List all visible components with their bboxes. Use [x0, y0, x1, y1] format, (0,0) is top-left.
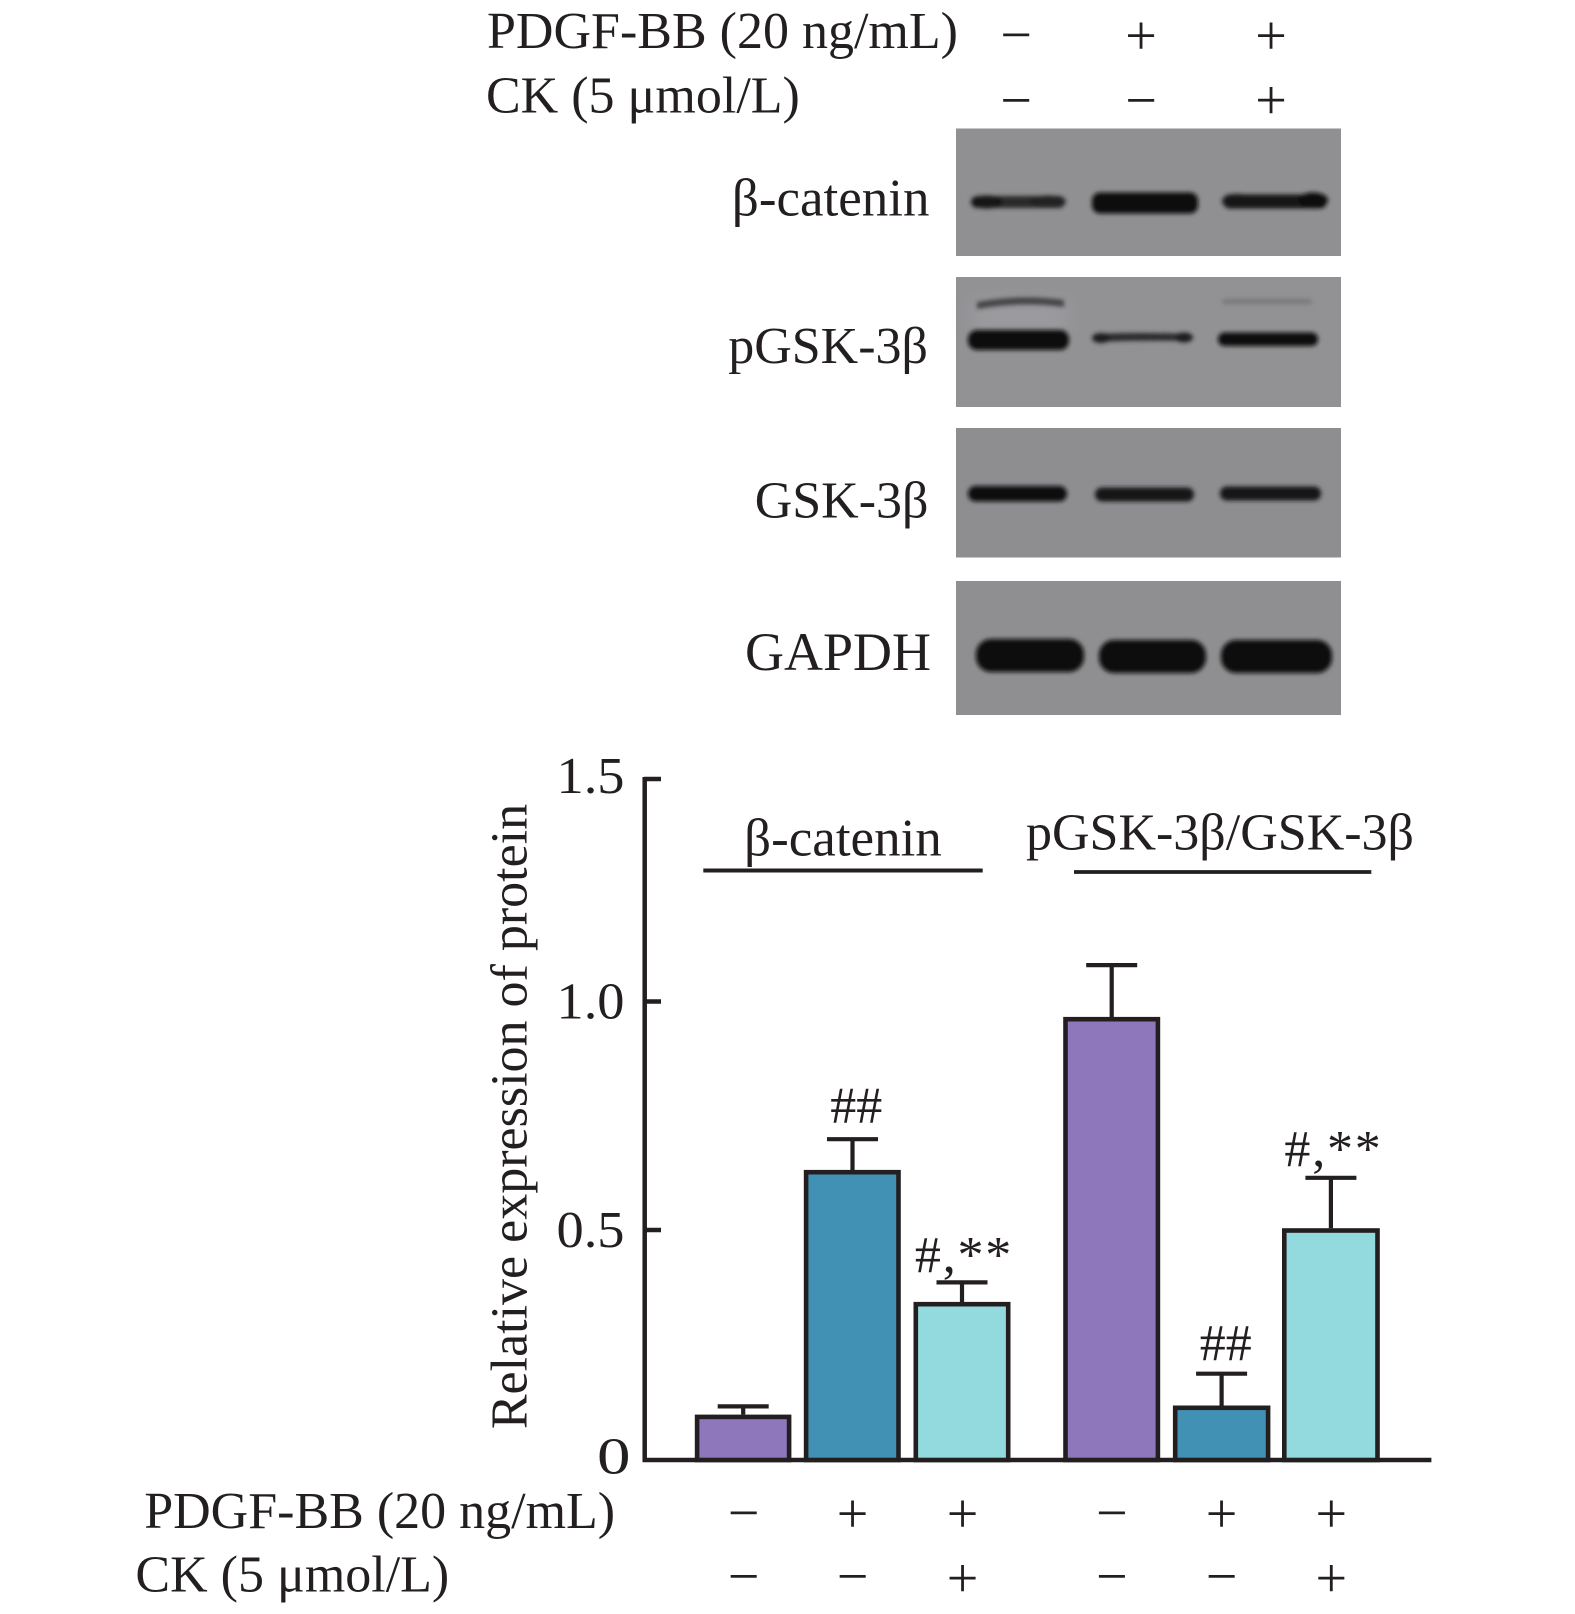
svg-text:−: −: [728, 1546, 760, 1608]
svg-text:+: +: [1316, 1483, 1348, 1545]
svg-text:1.0: 1.0: [557, 974, 625, 1031]
svg-text:##: ##: [1200, 1315, 1252, 1372]
svg-text:GSK-3β: GSK-3β: [755, 473, 929, 530]
svg-text:−: −: [1000, 5, 1032, 67]
svg-text:0.5: 0.5: [557, 1202, 625, 1259]
svg-text:+: +: [1316, 1548, 1348, 1610]
svg-text:Relative expression of protein: Relative expression of protein: [482, 804, 539, 1429]
svg-text:−: −: [728, 1482, 760, 1544]
svg-text:+: +: [837, 1483, 869, 1545]
svg-text:+: +: [1206, 1483, 1238, 1545]
svg-text:PDGF-BB (20 ng/mL): PDGF-BB (20 ng/mL): [487, 3, 958, 60]
svg-text:−: −: [1206, 1546, 1238, 1608]
svg-text:0: 0: [597, 1428, 631, 1485]
svg-text:−: −: [1096, 1546, 1128, 1608]
svg-text:+: +: [947, 1483, 979, 1545]
svg-text:−: −: [1096, 1482, 1128, 1544]
svg-text:pGSK-3β/GSK-3β: pGSK-3β/GSK-3β: [1026, 804, 1414, 861]
svg-text:−: −: [837, 1546, 869, 1608]
svg-text:+: +: [947, 1548, 979, 1610]
svg-text:CK (5 μmol/L): CK (5 μmol/L): [486, 68, 800, 125]
svg-text:##: ##: [830, 1078, 882, 1135]
svg-text:−: −: [1000, 70, 1032, 132]
svg-text:#,**: #,**: [915, 1227, 1013, 1284]
svg-text:−: −: [1125, 70, 1157, 132]
svg-text:+: +: [1255, 70, 1287, 132]
svg-text:PDGF-BB (20 ng/mL): PDGF-BB (20 ng/mL): [144, 1483, 615, 1540]
svg-text:1.5: 1.5: [557, 748, 625, 805]
svg-text:pGSK-3β: pGSK-3β: [728, 318, 928, 375]
svg-text:CK (5 μmol/L): CK (5 μmol/L): [135, 1547, 449, 1604]
svg-text:GAPDH: GAPDH: [745, 622, 931, 682]
svg-text:β-catenin: β-catenin: [732, 169, 930, 227]
svg-text:β-catenin: β-catenin: [744, 809, 942, 867]
svg-text:+: +: [1125, 5, 1157, 67]
svg-text:+: +: [1255, 5, 1287, 67]
svg-text:#,**: #,**: [1284, 1121, 1382, 1178]
